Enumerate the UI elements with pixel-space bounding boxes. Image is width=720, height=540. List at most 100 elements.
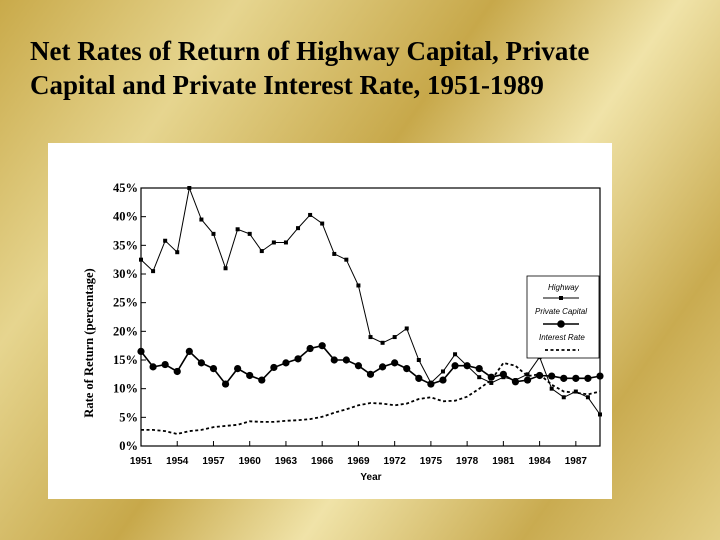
x-tick-label: 1951 [130, 456, 153, 467]
x-axis-title: Year [360, 472, 381, 483]
private-capital-point [415, 374, 423, 382]
highway-point [151, 269, 156, 274]
chart-panel: 0% 5% 10% 15% 20% 25% 30% 35% 40% 45% 1951 1954 1957… [48, 143, 612, 499]
y-tick-label: 25% [113, 296, 138, 310]
x-tick-label: 1957 [202, 456, 225, 467]
highway-point [368, 335, 373, 340]
x-tick-label: 1975 [420, 456, 443, 467]
line-chart: 0% 5% 10% 15% 20% 25% 30% 35% 40% 45% 1951 1954 1957… [82, 181, 604, 483]
private-capital-point [161, 360, 169, 369]
legend-label-highway: Highway [548, 283, 580, 292]
highway-point [247, 231, 252, 236]
x-tick-label: 1969 [347, 456, 370, 467]
private-capital-point [318, 342, 326, 350]
private-capital-point [209, 365, 218, 373]
private-capital-point [342, 356, 350, 364]
highway-point [332, 251, 337, 256]
private-capital-point [366, 370, 375, 378]
private-capital-point [499, 370, 507, 378]
y-axis-title: Rate of Return (percentage) [82, 268, 96, 417]
private-capital-point [536, 371, 544, 380]
highway-point [573, 389, 578, 394]
highway-point [199, 217, 204, 222]
slide-title-line-2: Capital and Private Interest Rate, 1951-… [30, 70, 544, 100]
y-tick-label: 40% [113, 210, 138, 224]
private-capital-point [523, 376, 532, 384]
highway-point [356, 283, 361, 288]
highway-point [380, 340, 385, 345]
private-capital-point [185, 347, 193, 355]
y-tick-label: 10% [113, 382, 138, 396]
private-capital-point [463, 362, 471, 370]
highway-point [187, 186, 192, 190]
private-capital-point [451, 362, 459, 370]
private-capital-point [391, 359, 399, 367]
legend-label-private-capital: Private Capital [535, 307, 587, 316]
highway-point [296, 226, 301, 231]
highway-point [489, 380, 494, 385]
legend-label-interest-rate: Interest Rate [539, 333, 585, 342]
highway-point [320, 221, 325, 226]
private-capital-point [475, 365, 483, 373]
private-capital-point [173, 367, 181, 376]
axes [140, 187, 601, 447]
private-capital-point [282, 359, 290, 367]
highway-point [477, 375, 482, 380]
highway-point [598, 412, 602, 417]
private-capital-point [197, 359, 205, 367]
private-capital-point [258, 376, 266, 384]
x-tick-label: 1963 [275, 456, 298, 467]
private-capital-point [427, 380, 435, 388]
highway-point [259, 249, 264, 254]
private-capital-point [234, 365, 242, 373]
x-tick-label: 1954 [166, 456, 189, 467]
highway-point [392, 335, 397, 340]
private-capital-point [137, 347, 145, 355]
highway-point [211, 231, 216, 236]
private-capital-point [572, 374, 580, 382]
series-layer [137, 186, 604, 435]
private-capital-point [294, 355, 302, 363]
y-tick-label: 5% [119, 410, 138, 424]
x-tick-label: 1960 [239, 456, 262, 467]
highway-point [139, 257, 143, 262]
highway-point [453, 352, 458, 357]
private-capital-point [596, 372, 604, 380]
legend-marker-private-capital [557, 320, 565, 328]
highway-point [561, 395, 566, 400]
y-tick-label: 35% [113, 238, 138, 252]
highway-point [416, 358, 421, 362]
highway-point [235, 227, 240, 232]
highway-point [271, 240, 276, 245]
tick-labels: 0% 5% 10% 15% 20% 25% 30% 35% 40% 45% 1951 1954 1957… [113, 181, 587, 467]
private-capital-point [330, 356, 338, 364]
private-capital-point [354, 362, 363, 370]
private-capital-point [584, 374, 592, 382]
private-capital-point [439, 376, 447, 384]
private-capital-point [270, 363, 278, 372]
y-tick-label: 45% [113, 181, 138, 195]
highway-point [585, 395, 590, 400]
interest-rate-line [141, 361, 601, 435]
private-capital-point [511, 378, 520, 386]
highway-point [344, 257, 349, 262]
x-tick-label: 1966 [311, 456, 334, 467]
highway-point [175, 250, 180, 255]
legend-box [526, 275, 600, 359]
highway-point [404, 326, 409, 331]
x-tick-label: 1987 [565, 456, 588, 467]
x-tick-label: 1972 [384, 456, 407, 467]
private-capital-point [548, 372, 556, 380]
highway-point [549, 386, 554, 391]
x-tick-label: 1981 [492, 456, 515, 467]
slide-title: Net Rates of Return of Highway Capital, … [30, 34, 710, 102]
highway-point [308, 212, 313, 217]
private-capital-point [306, 344, 314, 353]
slide-title-line-1: Net Rates of Return of Highway Capital, … [30, 36, 590, 66]
legend-marker-highway [559, 296, 563, 300]
private-capital-point [221, 380, 230, 388]
private-capital-point [378, 363, 387, 371]
plot-frame [140, 187, 601, 447]
x-tick-label: 1984 [528, 456, 551, 467]
private-capital-point [246, 371, 254, 380]
